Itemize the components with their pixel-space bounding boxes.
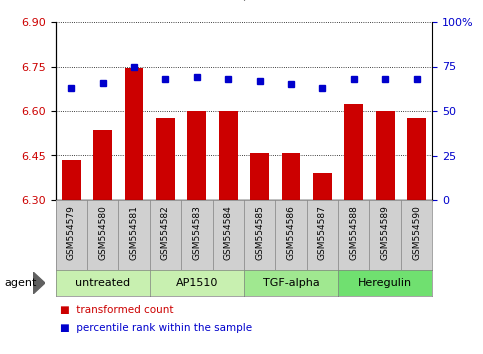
Text: GSM554581: GSM554581 — [129, 206, 139, 261]
Bar — [156, 119, 175, 200]
Text: TGF-alpha: TGF-alpha — [263, 278, 319, 288]
Bar — [62, 160, 81, 200]
Text: GSM554582: GSM554582 — [161, 206, 170, 260]
Text: GSM554589: GSM554589 — [381, 206, 390, 261]
Text: ■  percentile rank within the sample: ■ percentile rank within the sample — [60, 323, 253, 333]
Bar — [407, 119, 426, 200]
Text: AP1510: AP1510 — [176, 278, 218, 288]
Text: GSM554579: GSM554579 — [67, 206, 76, 261]
Bar — [344, 104, 363, 200]
Text: GSM554588: GSM554588 — [349, 206, 358, 261]
Text: untreated: untreated — [75, 278, 130, 288]
Bar — [93, 130, 112, 200]
Text: GSM554580: GSM554580 — [98, 206, 107, 261]
Text: GSM554583: GSM554583 — [192, 206, 201, 261]
Text: agent: agent — [5, 278, 37, 288]
Polygon shape — [33, 272, 45, 294]
Bar — [187, 111, 206, 200]
Bar — [313, 173, 332, 200]
Bar — [219, 111, 238, 200]
Bar — [376, 111, 395, 200]
Text: ■  transformed count: ■ transformed count — [60, 305, 174, 315]
Text: GSM554587: GSM554587 — [318, 206, 327, 261]
Bar — [250, 153, 269, 200]
Bar — [125, 68, 143, 200]
Text: GSM554586: GSM554586 — [286, 206, 296, 261]
Text: GSM554590: GSM554590 — [412, 206, 421, 261]
Text: Heregulin: Heregulin — [358, 278, 412, 288]
Text: GDS4361 / 7947040: GDS4361 / 7947040 — [174, 0, 314, 1]
Bar — [282, 153, 300, 200]
Text: GSM554584: GSM554584 — [224, 206, 233, 260]
Text: GSM554585: GSM554585 — [255, 206, 264, 261]
